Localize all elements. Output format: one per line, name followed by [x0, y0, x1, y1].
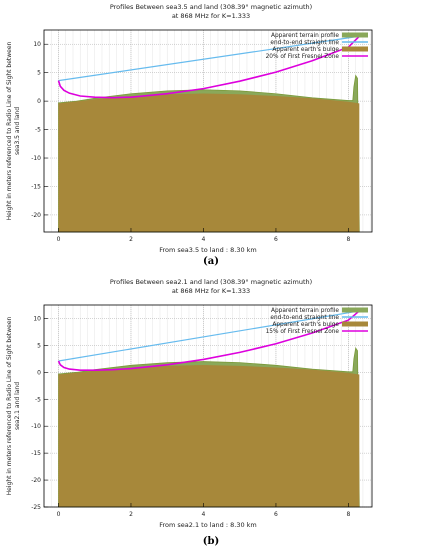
- profile-chart-b: 0 2 4 6 8 10 5 0 -5 -10 -15 -20 -25 Profiles Between …: [6, 278, 373, 529]
- chart-subtitle: at 868 MHz for K=1.333: [172, 287, 250, 295]
- chart-title: Profiles Between sea2.1 and land (308.39…: [110, 278, 312, 286]
- panel-label-b: (b): [202, 536, 220, 547]
- legend-label: 15% of First Fresnel Zone: [266, 329, 340, 335]
- y-tick-label: 0: [37, 98, 41, 105]
- series-straight-line: [58, 35, 360, 82]
- y-tick-label: -25: [31, 504, 41, 511]
- y-tick-label: 0: [37, 369, 41, 376]
- x-tick-label: 6: [274, 511, 278, 518]
- legend-label: 20% of First Fresnel Zone: [266, 54, 340, 60]
- y-tick-label: -15: [31, 450, 41, 457]
- plot-frame: [43, 29, 373, 233]
- x-tick-label: 2: [129, 236, 133, 243]
- x-tick-label: 8: [347, 511, 351, 518]
- x-tick-label: 4: [202, 236, 206, 243]
- legend-swatch: [342, 307, 368, 313]
- panel-label-a: (a): [203, 256, 219, 267]
- series-earth-bulge: [58, 365, 360, 507]
- y-tick-label: -20: [31, 212, 41, 219]
- x-tick-label: 6: [274, 236, 278, 243]
- legend-label: Apparent terrain profile: [271, 308, 339, 314]
- x-tick-label: 0: [57, 236, 61, 243]
- chart-panel-a: 0 2 4 6 8 10 5 0 -5 -10 -15 -20 Profiles Between sea…: [0, 0, 422, 262]
- y-axis-label-line1: Height in meters referenced to Radio Lin…: [6, 316, 13, 495]
- series-fresnel-zone: [57, 310, 360, 371]
- y-axis-label-line1: Height in meters referenced to Radio Lin…: [6, 41, 13, 220]
- y-axis-label-line2: sea3.5 and land: [14, 107, 21, 155]
- legend-label: Apparent earth's bulge: [272, 322, 339, 328]
- y-tick-label: 5: [37, 70, 41, 77]
- series-straight-line: [58, 310, 360, 362]
- legend-label: end-to-end straight line: [270, 40, 339, 46]
- legend-label: Apparent earth's bulge: [272, 47, 339, 53]
- y-tick-label: -5: [35, 127, 41, 134]
- x-axis-label: From sea2.1 to land : 8.30 km: [159, 521, 257, 529]
- x-tick-label: 4: [202, 511, 206, 518]
- y-tick-label: -20: [31, 477, 41, 484]
- legend-swatch: [342, 321, 368, 327]
- chart-title: Profiles Between sea3.5 and land (308.39…: [110, 3, 312, 11]
- series-earth-bulge: [58, 93, 360, 232]
- y-tick-label: 10: [33, 315, 41, 322]
- plot-frame: [43, 304, 373, 508]
- y-tick-label: -10: [31, 423, 41, 430]
- series-fresnel-zone: [57, 35, 360, 99]
- x-tick-label: 2: [129, 511, 133, 518]
- legend-label: end-to-end straight line: [270, 315, 339, 321]
- x-tick-label: 8: [347, 236, 351, 243]
- chart-panel-b: 0 2 4 6 8 10 5 0 -5 -10 -15 -20 -25 Profiles Between …: [0, 275, 422, 537]
- y-tick-label: -10: [31, 155, 41, 162]
- profile-chart-a: 0 2 4 6 8 10 5 0 -5 -10 -15 -20 Profiles Between sea…: [6, 3, 373, 254]
- x-axis-label: From sea3.5 to land : 8.30 km: [159, 246, 257, 254]
- y-tick-label: -5: [35, 396, 41, 403]
- x-tick-label: 0: [57, 511, 61, 518]
- chart-subtitle: at 868 MHz for K=1.333: [172, 12, 250, 20]
- y-axis-label-line2: sea2.1 and land: [14, 382, 21, 430]
- legend-swatch: [342, 32, 368, 38]
- legend-label: Apparent terrain profile: [271, 33, 339, 39]
- y-tick-label: -15: [31, 183, 41, 190]
- y-tick-label: 10: [33, 41, 41, 48]
- y-tick-label: 5: [37, 342, 41, 349]
- legend-swatch: [342, 46, 368, 52]
